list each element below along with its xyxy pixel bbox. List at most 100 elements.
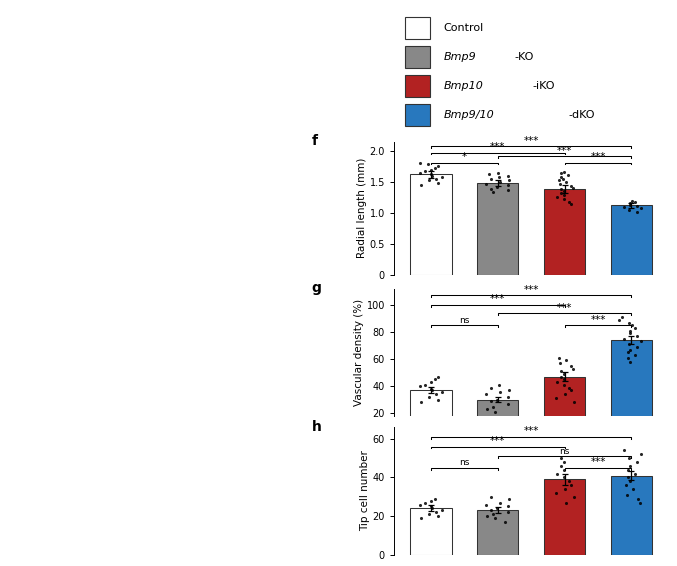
Point <box>487 509 498 518</box>
Point <box>569 492 580 501</box>
Point <box>565 182 576 191</box>
Point <box>424 176 435 185</box>
Point <box>565 481 576 490</box>
Point <box>554 353 565 362</box>
Point <box>503 176 514 185</box>
Point <box>559 186 569 195</box>
Point <box>626 196 637 205</box>
Point <box>565 199 576 208</box>
Point <box>550 488 561 498</box>
Point <box>629 198 640 207</box>
Point <box>623 348 634 357</box>
Point <box>425 378 436 387</box>
Point <box>624 454 635 463</box>
Point <box>495 387 506 396</box>
Bar <box>611 475 652 555</box>
Bar <box>405 16 430 38</box>
Point <box>624 199 635 208</box>
Point <box>632 332 642 341</box>
Point <box>621 490 632 499</box>
Point <box>500 517 510 526</box>
Point <box>427 386 437 395</box>
Point <box>567 364 578 373</box>
Point <box>559 473 569 482</box>
Point <box>427 171 437 180</box>
Point <box>623 465 634 474</box>
Point <box>556 185 567 194</box>
Point <box>486 492 497 501</box>
Point <box>563 383 574 392</box>
Point <box>550 394 561 403</box>
Point <box>482 512 493 521</box>
Point <box>502 186 513 195</box>
Point <box>622 353 633 362</box>
Point <box>563 170 573 179</box>
Point <box>626 321 637 330</box>
Point <box>425 170 436 179</box>
Text: -dKO: -dKO <box>568 110 594 120</box>
Text: ns: ns <box>559 447 570 456</box>
Point <box>624 205 635 215</box>
Point <box>433 162 443 171</box>
Point <box>430 375 441 384</box>
Text: Bmp9: Bmp9 <box>443 52 476 62</box>
Point <box>415 500 426 509</box>
Point <box>491 182 502 191</box>
Point <box>624 340 635 349</box>
Point <box>565 361 576 370</box>
Point <box>420 498 431 507</box>
Point <box>556 172 567 181</box>
Text: ***: *** <box>557 303 572 312</box>
Point <box>559 190 570 199</box>
Point <box>503 494 514 503</box>
Point <box>502 508 513 517</box>
Point <box>625 345 636 354</box>
Point <box>427 504 437 513</box>
Point <box>485 397 496 406</box>
Point <box>561 356 571 365</box>
Point <box>624 318 635 327</box>
Point <box>558 174 569 183</box>
Point <box>632 494 643 503</box>
Point <box>487 188 498 197</box>
Point <box>431 508 441 517</box>
Point <box>625 461 636 470</box>
Point <box>561 498 571 507</box>
Y-axis label: Radial length (mm): Radial length (mm) <box>357 158 367 258</box>
Point <box>425 496 436 505</box>
Bar <box>544 479 586 555</box>
Point <box>556 461 567 470</box>
Bar <box>405 75 430 97</box>
Point <box>554 359 565 368</box>
Text: g: g <box>311 281 322 295</box>
Point <box>616 312 627 321</box>
Bar <box>544 189 586 275</box>
Point <box>563 477 574 486</box>
Point <box>415 158 426 168</box>
Point <box>559 370 569 379</box>
Point <box>432 395 443 404</box>
Point <box>483 170 494 179</box>
Point <box>624 200 635 209</box>
Point <box>624 326 635 335</box>
Text: -KO: -KO <box>515 52 534 62</box>
Point <box>631 342 642 351</box>
Text: -iKO: -iKO <box>533 81 555 91</box>
Bar <box>410 508 452 555</box>
Point <box>485 506 496 515</box>
Point <box>636 337 647 346</box>
Point <box>494 380 504 389</box>
Point <box>621 481 632 490</box>
Text: Bmp10: Bmp10 <box>443 81 483 91</box>
Text: ***: *** <box>490 436 505 446</box>
Point <box>481 179 492 188</box>
Point <box>495 178 506 187</box>
Point <box>481 500 492 509</box>
Point <box>415 181 426 190</box>
Point <box>559 457 569 466</box>
Point <box>556 188 567 198</box>
Point <box>502 399 513 408</box>
Point <box>431 174 441 183</box>
Bar <box>405 104 430 126</box>
Point <box>567 183 578 192</box>
